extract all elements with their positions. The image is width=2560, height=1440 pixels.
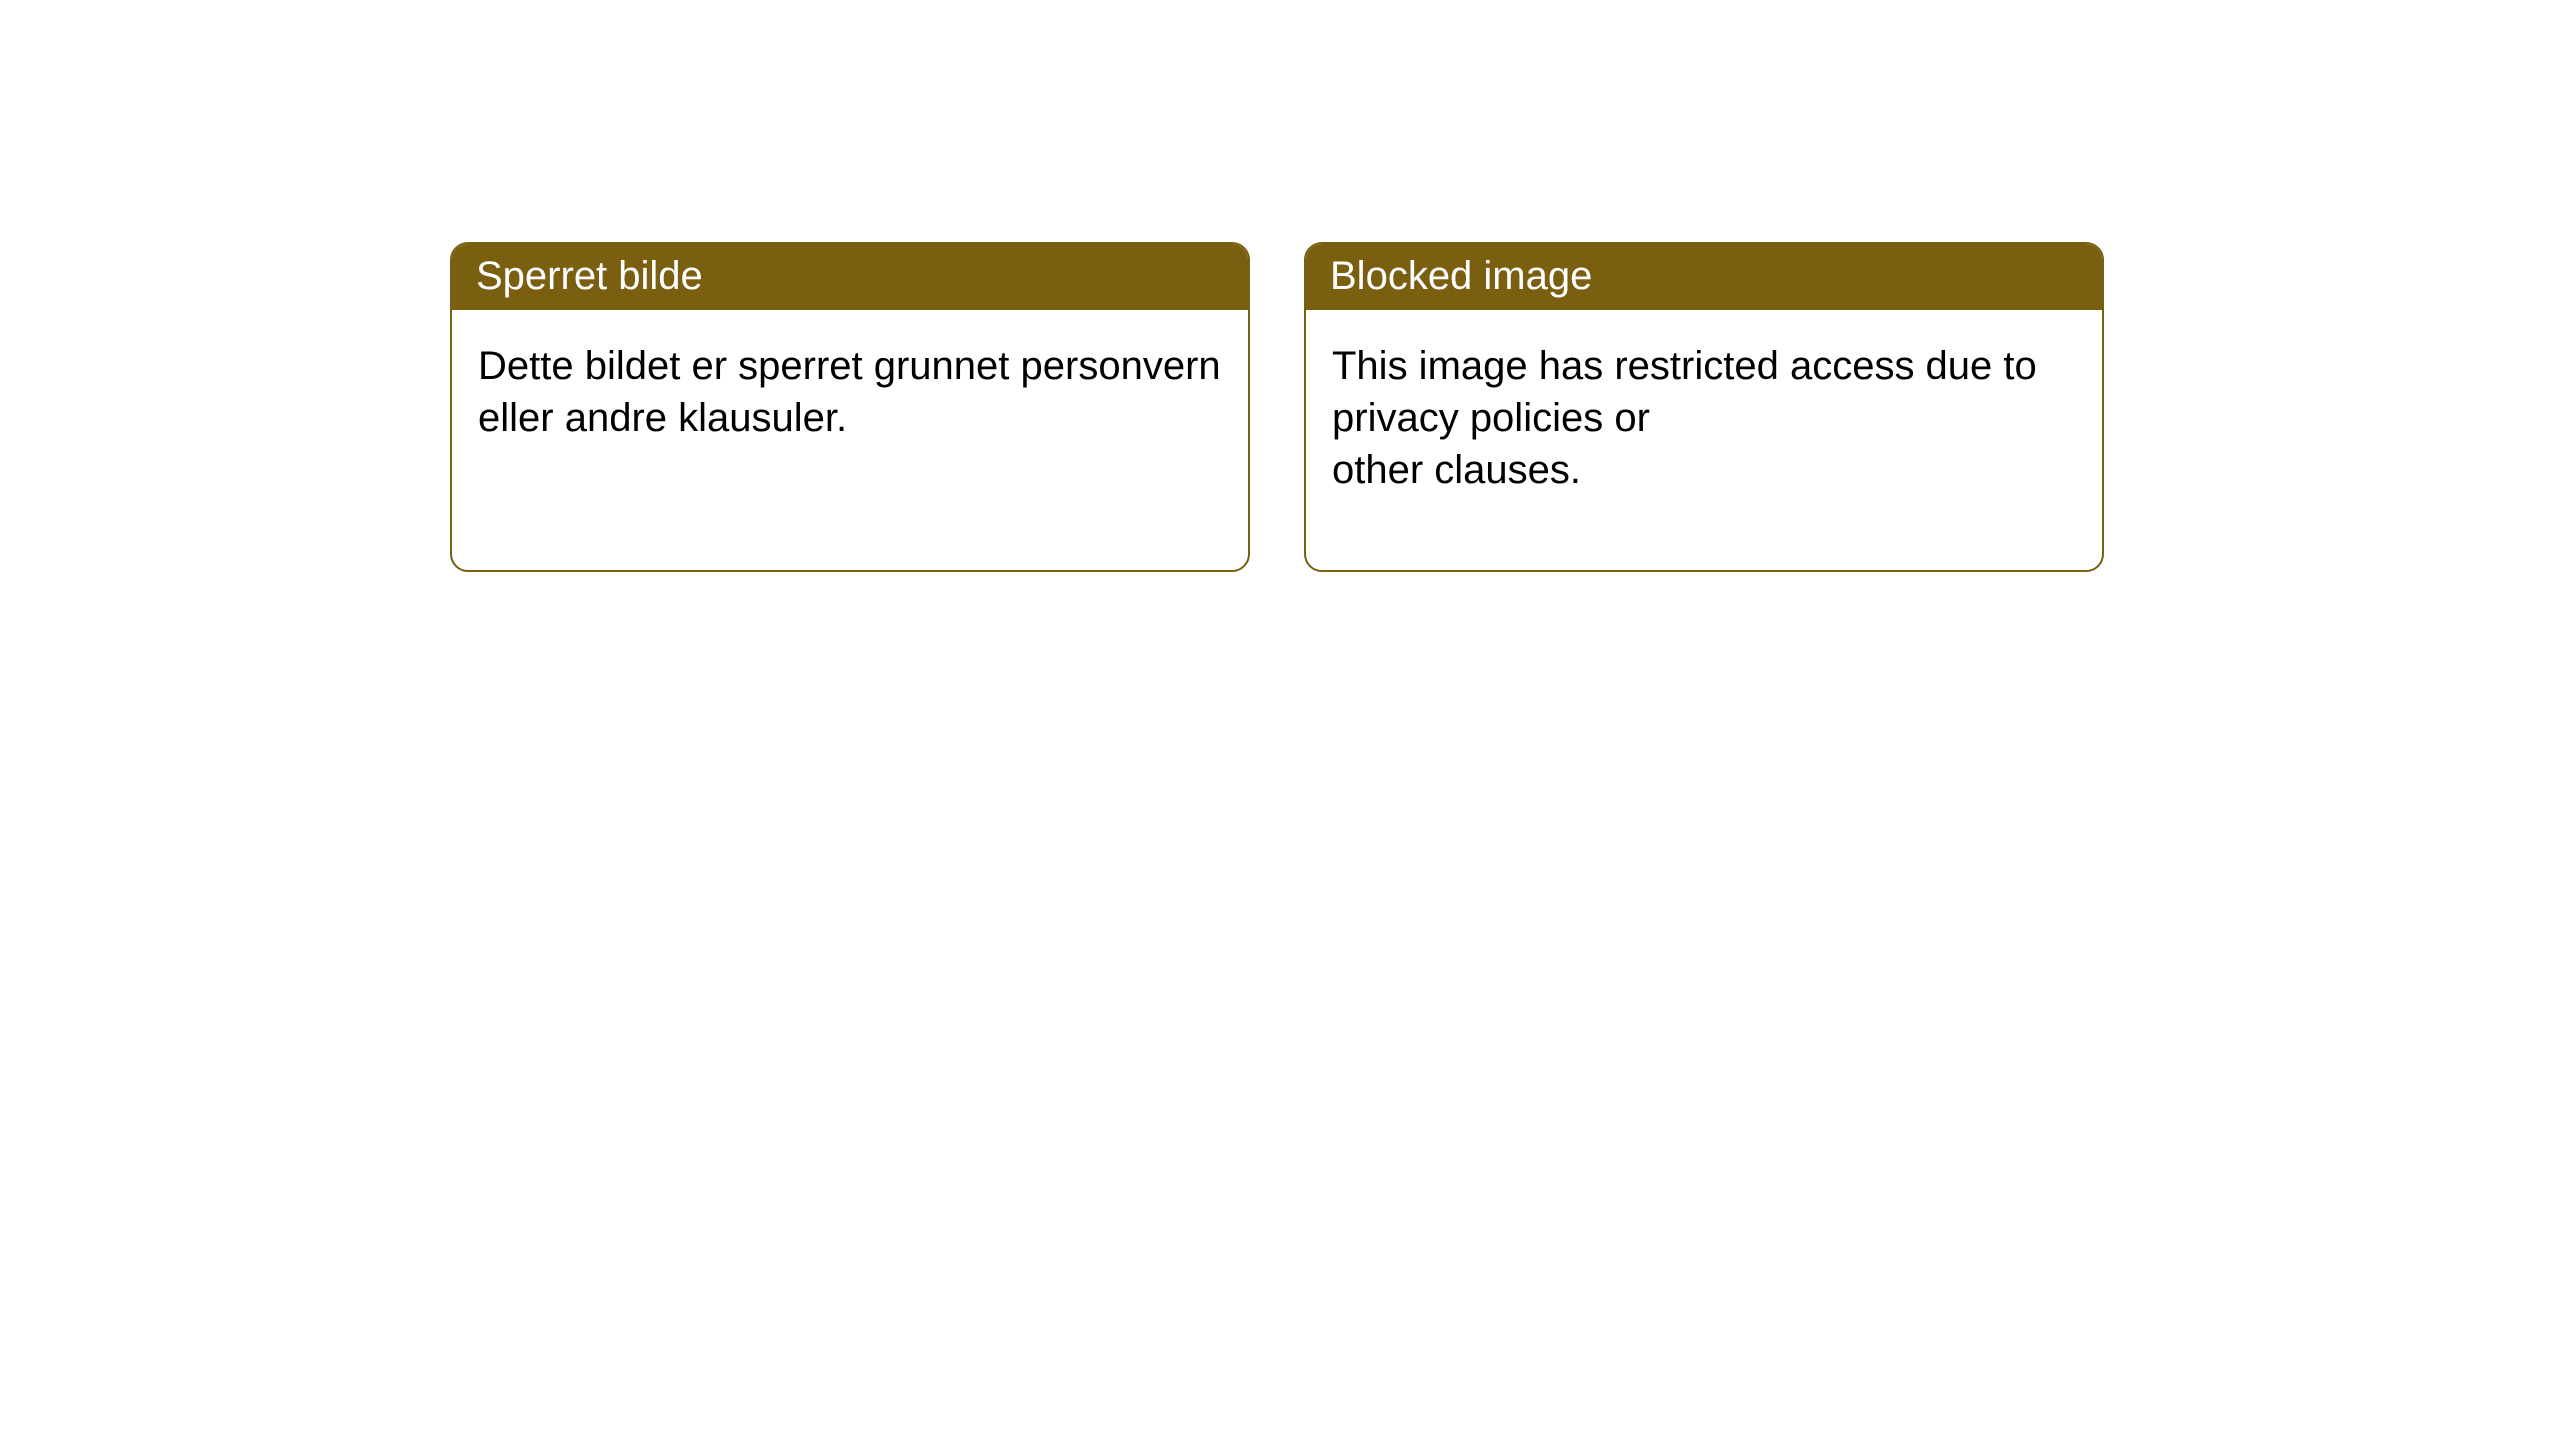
blocked-image-card-no: Sperret bilde Dette bildet er sperret gr… [450,242,1250,572]
blocked-image-card-en: Blocked image This image has restricted … [1304,242,2104,572]
notice-container: Sperret bilde Dette bildet er sperret gr… [0,0,2560,572]
card-body-no: Dette bildet er sperret grunnet personve… [452,310,1248,474]
card-header-no: Sperret bilde [452,244,1248,310]
card-body-en: This image has restricted access due to … [1306,310,2102,526]
card-header-en: Blocked image [1306,244,2102,310]
